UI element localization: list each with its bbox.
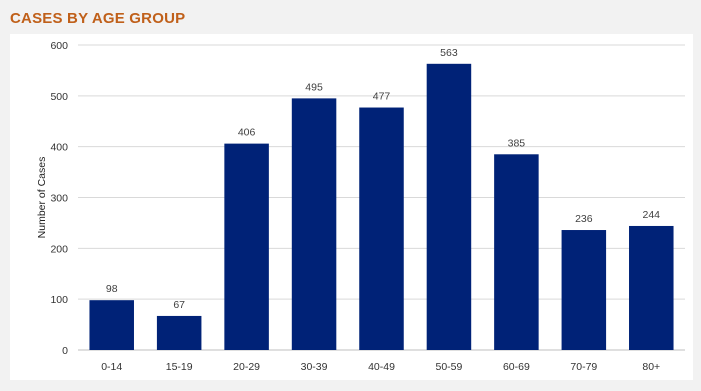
data-label: 236: [575, 213, 593, 225]
y-tick-label: 0: [62, 345, 68, 357]
y-tick-label: 400: [50, 142, 68, 154]
bar: [89, 300, 134, 350]
bar: [224, 143, 269, 350]
y-tick-label: 500: [50, 91, 68, 103]
data-label: 98: [106, 283, 118, 295]
bar: [291, 98, 337, 350]
x-tick-label: 20-29: [233, 361, 260, 373]
x-tick-label: 0-14: [101, 361, 122, 373]
data-label: 477: [373, 91, 391, 103]
data-label: 67: [173, 299, 185, 311]
x-tick-label: 80+: [642, 361, 660, 373]
bar: [426, 63, 472, 350]
y-tick-label: 300: [50, 193, 68, 205]
data-label: 385: [508, 137, 526, 149]
data-label: 495: [305, 81, 323, 93]
x-tick-label: 50-59: [436, 361, 463, 373]
data-label: 244: [643, 209, 661, 221]
x-tick-label: 15-19: [166, 361, 193, 373]
bar: [359, 107, 404, 351]
bar: [156, 315, 202, 350]
bar: [494, 154, 539, 350]
data-label: 406: [238, 127, 256, 139]
x-tick-label: 70-79: [570, 361, 597, 373]
bar: [629, 225, 674, 350]
y-tick-label: 100: [50, 294, 68, 306]
bar: [561, 230, 607, 350]
x-tick-label: 40-49: [368, 361, 395, 373]
chart-title: CASES BY AGE GROUP: [10, 10, 186, 27]
x-tick-label: 30-39: [301, 361, 328, 373]
y-tick-label: 200: [50, 243, 68, 255]
data-label: 563: [440, 47, 458, 59]
y-axis-label: Number of Cases: [36, 157, 48, 239]
x-tick-label: 60-69: [503, 361, 530, 373]
y-tick-label: 600: [50, 40, 68, 52]
